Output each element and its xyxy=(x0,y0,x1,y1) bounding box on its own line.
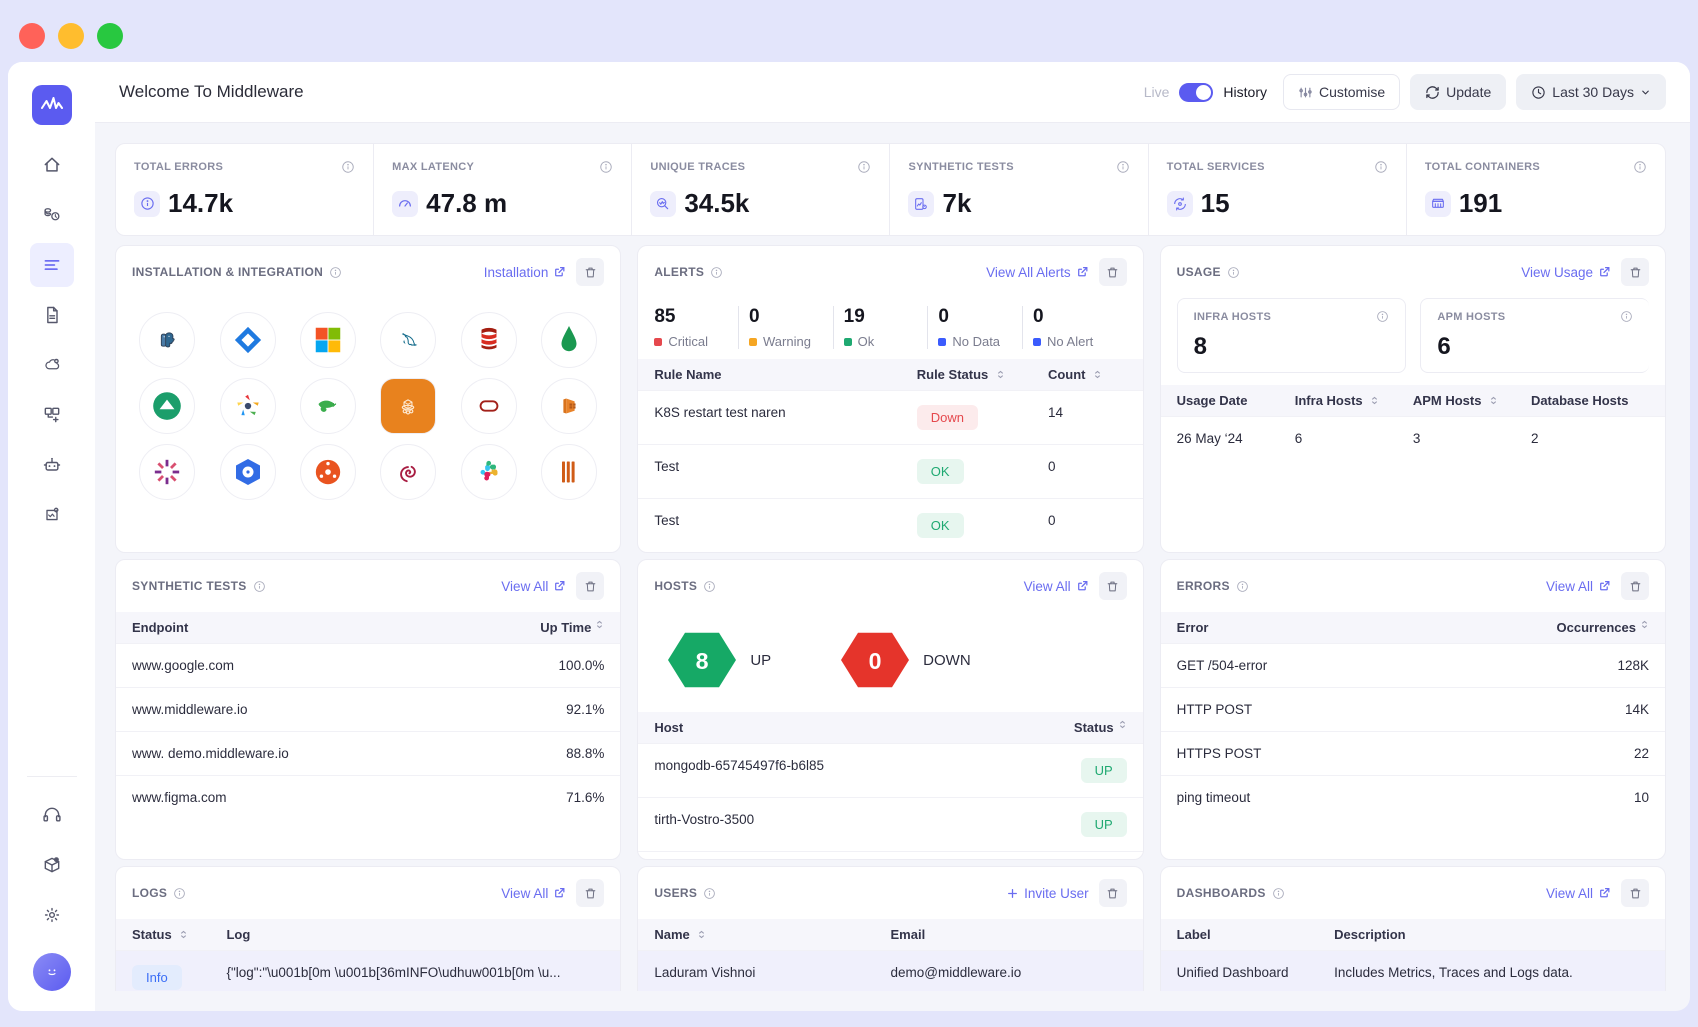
svg-text:8: 8 xyxy=(696,648,709,674)
svg-text:0: 0 xyxy=(869,648,882,674)
